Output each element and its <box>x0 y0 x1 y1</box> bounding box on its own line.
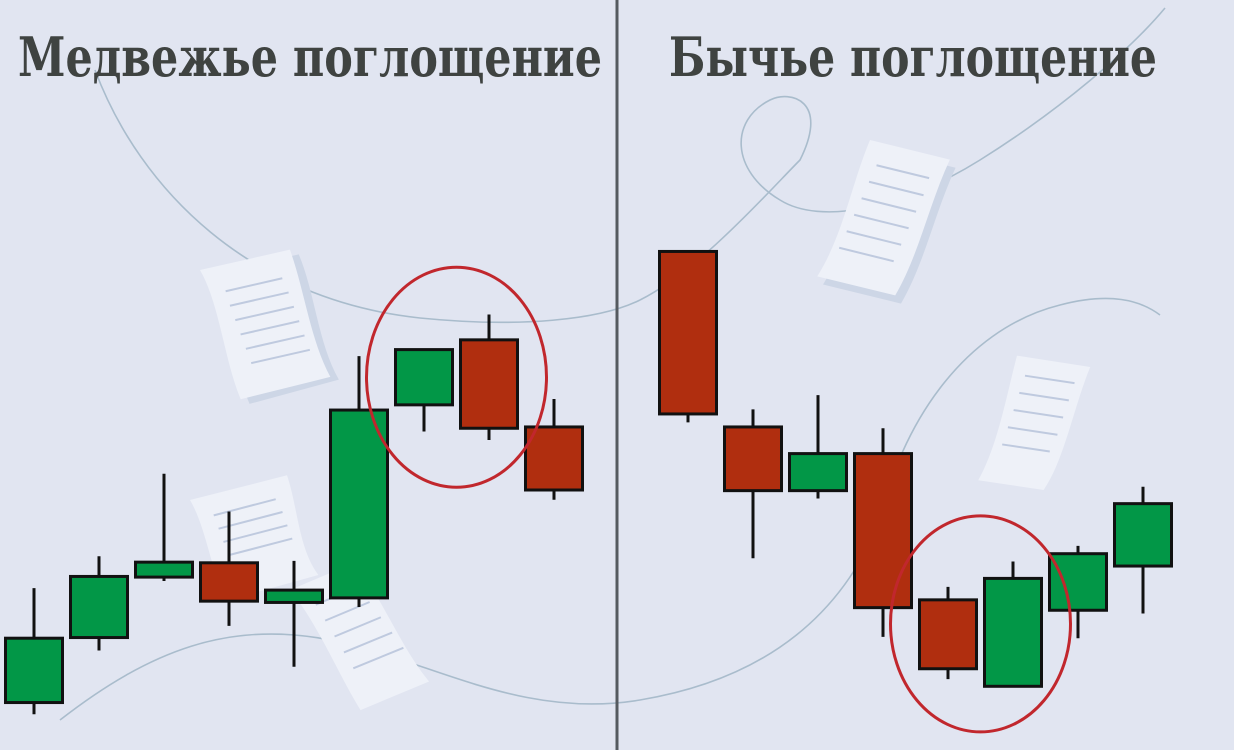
candle-body <box>1048 552 1108 612</box>
candle-body <box>918 598 978 671</box>
bearish-candle <box>524 399 584 500</box>
bearish-candle <box>853 428 913 637</box>
candle-body <box>524 425 584 492</box>
candle-body <box>723 425 783 493</box>
bearish-candle <box>723 409 783 559</box>
candle-body <box>329 408 389 600</box>
bullish-candle <box>788 395 848 499</box>
candle-body <box>134 560 194 579</box>
bullish-candle <box>69 556 129 651</box>
bullish-candle <box>4 588 64 715</box>
bullish-candle <box>329 356 389 607</box>
bearish-engulfing-chart <box>4 314 584 715</box>
decor-curve <box>639 7 1166 301</box>
pattern-highlight-ellipse <box>889 514 1072 734</box>
candle-body <box>199 561 259 603</box>
bearish-candle <box>459 314 519 440</box>
candle-body <box>853 452 913 610</box>
bearish-candle <box>918 586 978 680</box>
bearish-candle <box>199 511 259 626</box>
bullish-candle <box>983 561 1043 688</box>
candle-body <box>69 574 129 640</box>
bullish-candle <box>1048 545 1108 639</box>
paper-sheet-icon <box>817 140 956 304</box>
paper-sheet-icon <box>978 355 1091 491</box>
paper-sheet-icon <box>290 562 430 711</box>
candle-body <box>1113 502 1173 568</box>
background-decor <box>59 7 1166 721</box>
decor-curve <box>94 69 641 324</box>
pattern-highlights <box>365 265 1072 734</box>
bearish-candle <box>658 249 718 423</box>
candle-body <box>658 249 718 416</box>
candle-body <box>459 338 519 430</box>
bullish-candle <box>1113 486 1173 614</box>
pattern-highlight-ellipse <box>365 265 548 489</box>
bullish-candle <box>134 473 194 581</box>
bullish-candle <box>264 560 324 667</box>
candle-body <box>983 576 1043 688</box>
decor-curve <box>59 297 1161 721</box>
bullish-candle <box>394 348 454 432</box>
candle-body <box>4 636 64 705</box>
chart-title-bearish: Медвежье поглощение <box>18 25 602 89</box>
candle-body <box>264 588 324 604</box>
candle-body <box>394 348 454 407</box>
bullish-engulfing-chart <box>658 249 1173 688</box>
chart-title-bullish: Бычье поглощение <box>669 25 1157 89</box>
paper-sheet-icon <box>200 249 339 404</box>
candle-body <box>788 452 848 493</box>
